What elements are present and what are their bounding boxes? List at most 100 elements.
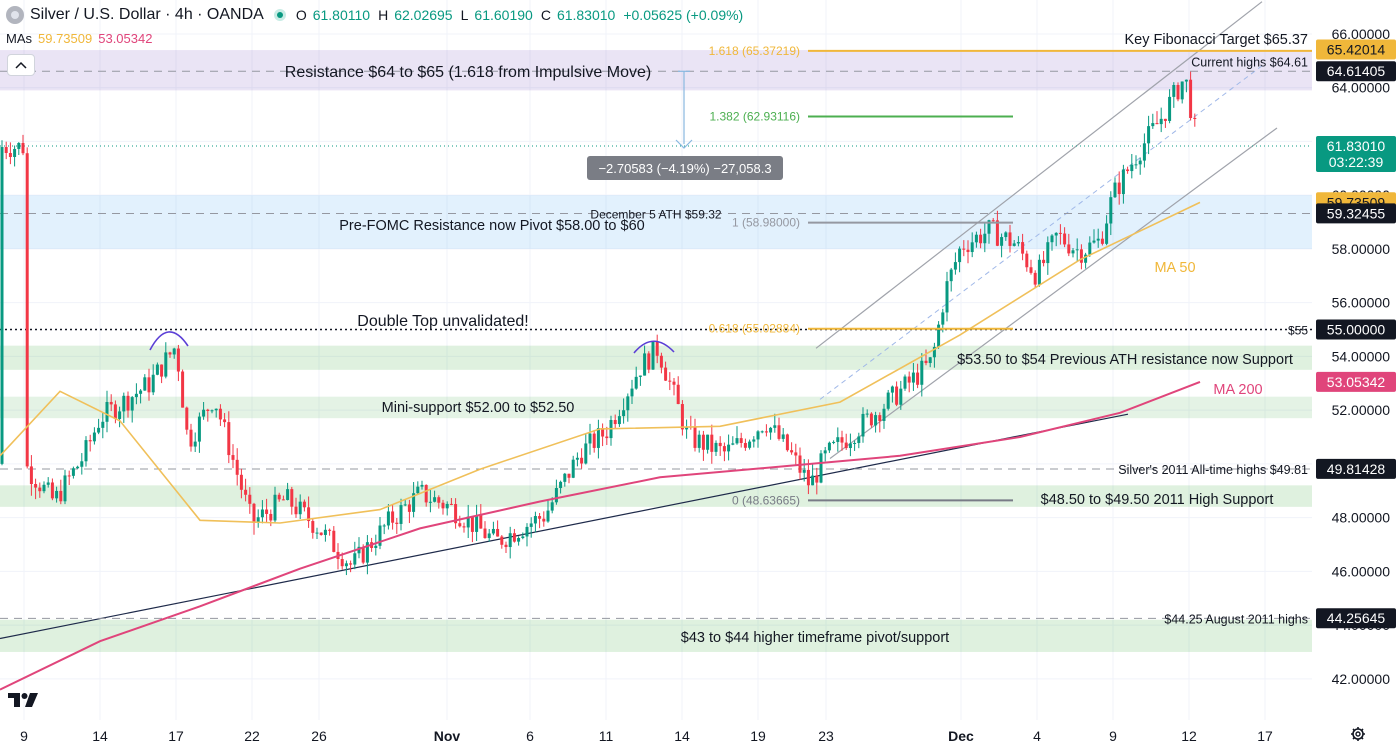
candle-bullish [1105, 223, 1109, 244]
candle-bullish [139, 390, 143, 394]
annotations: 1.618 (65.37219) 1.382 (62.93116) 1 (58.98… [149, 32, 1312, 646]
low-value: 61.60190 [474, 7, 533, 23]
candle-bullish [911, 372, 915, 383]
candle-bearish [1163, 118, 1167, 121]
candle-bearish [391, 511, 395, 523]
candle-bullish [1113, 182, 1117, 198]
candle-bearish [277, 494, 281, 500]
support-resistance-zone [0, 619, 1312, 652]
collapse-legend-button[interactable] [7, 54, 35, 76]
price-axis-label-text: 55.00000 [1327, 322, 1386, 338]
candle-bullish [298, 501, 302, 515]
y-tick-label: 46.00000 [1332, 563, 1391, 579]
candle-bullish [130, 397, 134, 411]
x-tick-label: 17 [168, 728, 184, 744]
candle-bullish [622, 410, 626, 417]
candle-bearish [504, 544, 508, 548]
candle-bullish [832, 441, 836, 443]
candle-bullish [386, 511, 390, 526]
candle-bullish [1138, 160, 1142, 165]
candle-bullish [630, 388, 634, 397]
candle-bearish [231, 455, 235, 460]
candle-bullish [475, 515, 479, 532]
candle-bullish [122, 395, 126, 412]
candle-bearish [181, 371, 185, 408]
candle-bullish [525, 526, 529, 537]
candle-bullish [756, 431, 760, 440]
market-status-icon[interactable] [273, 9, 286, 21]
candle-bearish [302, 501, 306, 508]
candle-bullish [344, 563, 348, 567]
symbol-title[interactable]: Silver / U.S. Dollar · 4h · OANDA [30, 6, 264, 23]
x-tick-label: 26 [311, 728, 327, 744]
candle-bullish [1071, 250, 1075, 254]
candle-bearish [227, 422, 231, 456]
price-axis-label [1316, 371, 1396, 392]
tradingview-logo-icon[interactable] [8, 689, 40, 715]
y-tick-label: 42.00000 [1332, 671, 1391, 687]
candle-bearish [739, 438, 743, 443]
candle-bearish [601, 428, 605, 437]
price-axis-label-text: 44.25645 [1327, 610, 1386, 626]
candle-bullish [1121, 169, 1125, 195]
candle-bearish [168, 352, 172, 355]
candle-bullish [1142, 143, 1146, 161]
candle-bullish [13, 148, 17, 157]
candle-bullish [559, 481, 563, 489]
candle-bullish [412, 493, 416, 512]
ma50-label: MA 50 [1154, 260, 1195, 276]
candle-bearish [479, 515, 483, 529]
ma200-line [0, 380, 1201, 691]
candle-bearish [109, 401, 113, 405]
zone-label: Pre-FOMC Resistance now Pivot $58.00 to … [339, 218, 644, 234]
candle-bullish [202, 409, 206, 417]
candle-bearish [1100, 238, 1104, 244]
candle-bearish [1126, 169, 1130, 172]
mas-label[interactable]: MAs [6, 31, 32, 46]
candle-bullish [256, 517, 260, 524]
candle-bullish [1037, 259, 1041, 285]
candle-bullish [857, 436, 861, 443]
x-tick-label: 12 [1181, 728, 1197, 744]
candle-bullish [949, 269, 953, 282]
candle-bearish [659, 355, 663, 368]
candle-bearish [722, 446, 726, 452]
measure-arrow-head [675, 139, 693, 149]
candle-bullish [143, 377, 147, 391]
candle-bullish [529, 523, 533, 527]
candle-bearish [265, 509, 269, 514]
candle-bullish [1134, 164, 1138, 166]
candle-bearish [668, 380, 672, 382]
candle-bullish [466, 516, 470, 528]
candle-bullish [974, 234, 978, 243]
candle-bearish [67, 475, 71, 477]
axes: 66.0000064.0000062.0000060.0000058.00000… [20, 26, 1396, 744]
y-tick-label: 66.00000 [1332, 26, 1391, 42]
candle-bullish [1092, 240, 1096, 243]
reference-lines [0, 1, 1312, 640]
zones [0, 50, 1312, 652]
candle-bearish [126, 395, 130, 411]
candle-bullish [1000, 237, 1004, 246]
candle-bullish [752, 439, 756, 442]
x-tick-label: 14 [674, 728, 690, 744]
gear-icon[interactable] [1350, 726, 1366, 742]
candle-bullish [155, 364, 159, 375]
price-axis-label [1316, 61, 1396, 82]
high-value: 62.02695 [394, 7, 453, 23]
candle-bearish [340, 559, 344, 567]
candle-bullish [802, 469, 806, 473]
candle-bearish [21, 142, 25, 154]
x-tick-label: 14 [92, 728, 108, 744]
candle-bearish [88, 440, 92, 442]
candle-bullish [769, 427, 773, 433]
candle-bullish [546, 510, 550, 522]
x-tick-label: 22 [244, 728, 260, 744]
candle-bullish [1084, 254, 1088, 263]
y-tick-label: 48.00000 [1332, 510, 1391, 526]
candle-bearish [815, 475, 819, 483]
candle-bearish [206, 409, 210, 411]
candle-bullish [748, 441, 752, 448]
candle-bullish [491, 528, 495, 534]
